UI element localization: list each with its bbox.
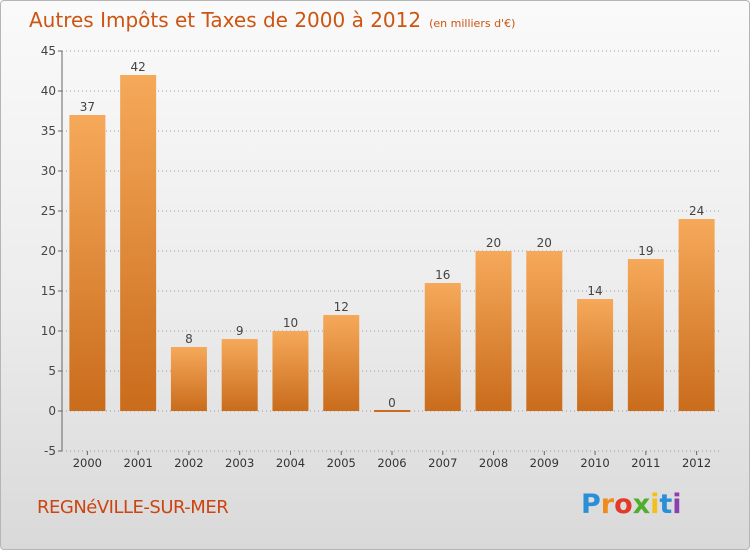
data-label: 20	[537, 236, 552, 250]
data-label: 12	[334, 300, 349, 314]
chart-unit-label: (en milliers d'€)	[429, 17, 516, 30]
data-label: 0	[388, 396, 396, 410]
chart-title: Autres Impôts et Taxes de 2000 à 2012 (en…	[29, 8, 515, 32]
x-tick-label: 2006	[377, 456, 406, 470]
y-tick-label: -5	[44, 444, 56, 458]
x-tick-label: 2007	[428, 456, 457, 470]
y-tick-label: 5	[48, 364, 56, 378]
x-tick-label: 2002	[174, 456, 203, 470]
location-name: REGNéVILLE-SUR-MER	[37, 497, 229, 518]
chart-title-text: Autres Impôts et Taxes de 2000 à 2012	[29, 8, 422, 32]
logo-letter: i	[672, 489, 682, 520]
bar	[69, 115, 106, 411]
logo-letter: t	[659, 489, 673, 520]
bar	[323, 315, 360, 411]
data-label: 20	[486, 236, 501, 250]
y-tick-label: 45	[41, 44, 56, 58]
x-tick-label: 2000	[73, 456, 102, 470]
x-tick-label: 2008	[479, 456, 508, 470]
y-tick-label: 15	[41, 284, 56, 298]
bar	[272, 331, 309, 411]
data-label: 37	[80, 100, 95, 114]
y-tick-label: 30	[41, 164, 56, 178]
bar	[170, 347, 207, 411]
data-labels: 37 42 8 9 10 12 0 16 20 20 14 19 24	[80, 60, 705, 410]
bar	[678, 219, 715, 411]
bar	[221, 339, 258, 411]
y-tick-label: 0	[48, 404, 56, 418]
data-label: 16	[435, 268, 450, 282]
logo-letter: x	[632, 489, 651, 520]
x-tick-label: 2005	[327, 456, 356, 470]
bar	[424, 283, 461, 411]
x-tick-label: 2009	[530, 456, 559, 470]
data-label: 10	[283, 316, 298, 330]
x-tick-label: 2012	[682, 456, 711, 470]
logo-letter: P	[581, 489, 601, 520]
bar	[120, 75, 157, 411]
y-tick-label: 20	[41, 244, 56, 258]
y-tick-label: 40	[41, 84, 56, 98]
logo-letter: o	[614, 489, 633, 520]
proxiti-logo: Proxiti	[581, 489, 682, 520]
grid-lines	[62, 50, 722, 452]
bars	[69, 75, 715, 412]
data-label: 9	[236, 324, 244, 338]
logo-letter: r	[600, 489, 615, 520]
bar	[526, 251, 563, 411]
bar	[627, 259, 664, 411]
bar	[374, 410, 410, 412]
x-tick-label: 2011	[631, 456, 660, 470]
logo-letter: i	[650, 489, 660, 520]
x-tick-label: 2010	[580, 456, 609, 470]
bar	[577, 299, 614, 411]
y-tick-label: 10	[41, 324, 56, 338]
data-label: 19	[638, 244, 653, 258]
data-label: 8	[185, 332, 193, 346]
y-tick-label: 35	[41, 124, 56, 138]
x-tick-label: 2003	[225, 456, 254, 470]
data-label: 24	[689, 204, 704, 218]
y-tick-label: 25	[41, 204, 56, 218]
data-label: 42	[131, 60, 146, 74]
bar	[475, 251, 512, 411]
x-tick-label: 2001	[124, 456, 153, 470]
x-tick-label: 2004	[276, 456, 305, 470]
data-label: 14	[587, 284, 602, 298]
